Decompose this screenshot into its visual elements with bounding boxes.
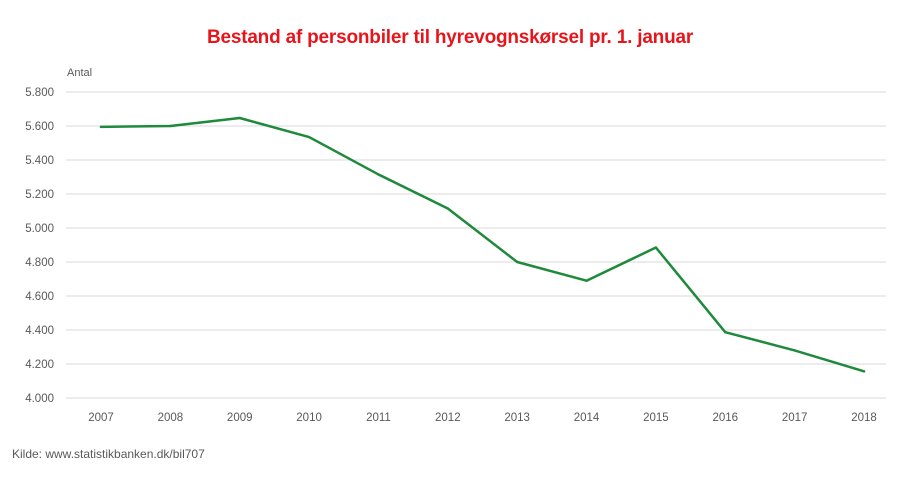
data-point (238, 116, 241, 120)
x-tick-label: 2013 (504, 412, 530, 424)
y-axis-label: Antal (67, 67, 92, 79)
y-tick-label: 4.400 (25, 325, 54, 337)
y-tick-label: 4.000 (25, 393, 54, 405)
y-tick-label: 4.600 (25, 291, 54, 303)
y-axis-ticks: 4.000 4.200 4.400 4.600 4.800 5.000 5.200 5.400… (25, 87, 54, 405)
data-point (515, 260, 519, 264)
y-tick-label: 5.200 (25, 189, 54, 201)
x-tick-label: 2018 (851, 412, 877, 424)
y-tick-label: 5.000 (25, 223, 54, 235)
x-tick-label: 2009 (227, 412, 253, 424)
y-tick-label: 5.600 (25, 121, 54, 133)
x-tick-label: 2016 (712, 412, 738, 424)
y-tick-label: 5.800 (25, 87, 54, 99)
data-point (654, 246, 658, 249)
data-point (99, 125, 103, 129)
y-tick-label: 4.800 (25, 257, 54, 269)
x-tick-label: 2017 (782, 412, 808, 424)
x-tick-label: 2010 (296, 412, 322, 424)
data-point (585, 279, 588, 282)
data-point (446, 207, 450, 210)
data-point (862, 370, 866, 373)
y-tick-label: 4.200 (25, 359, 54, 371)
x-tick-label: 2012 (435, 412, 461, 424)
series-layer (99, 116, 866, 373)
data-point (169, 124, 172, 128)
data-point (724, 331, 727, 334)
gridlines (66, 91, 886, 399)
x-tick-label: 2015 (643, 412, 669, 424)
x-tick-label: 2011 (366, 412, 391, 424)
x-tick-label: 2008 (158, 412, 184, 424)
x-axis-ticks: 2007 2008 2009 2010 2011 2012 2013 2014 2015 2016… (88, 412, 877, 424)
y-tick-label: 5.400 (25, 155, 54, 167)
series-line (99, 116, 866, 373)
source-note: Kilde: www.statistikbanken.dk/bil707 (12, 447, 205, 461)
data-point (307, 135, 311, 139)
x-tick-label: 2014 (574, 412, 600, 424)
x-tick-label: 2007 (88, 412, 114, 424)
data-point (377, 173, 380, 176)
chart-title: Bestand af personbiler til hyrevognskørs… (206, 27, 694, 48)
data-point (793, 349, 796, 352)
